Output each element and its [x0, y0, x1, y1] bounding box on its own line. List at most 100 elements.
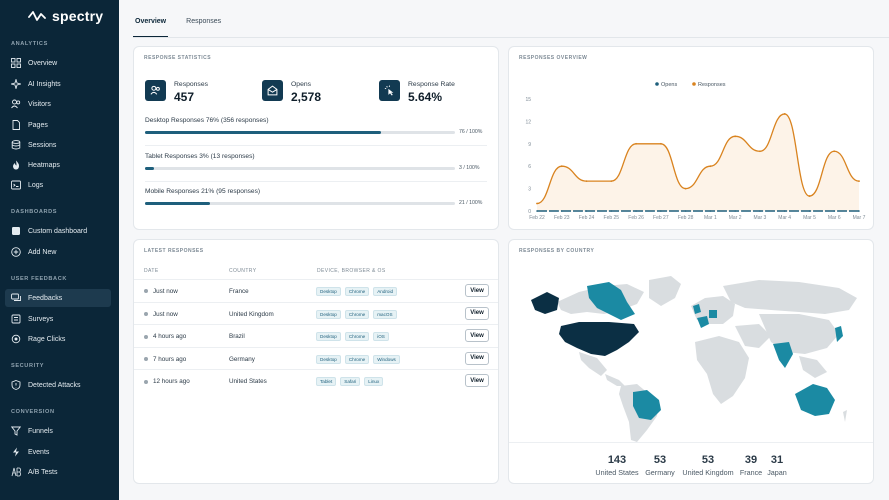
map-region-mexico [579, 352, 607, 376]
section-analytics: ANALYTICS [11, 41, 48, 47]
sidebar-item-visitors[interactable]: Visitors [5, 95, 111, 113]
terminal-icon [11, 180, 21, 190]
device-tag: Chrome [344, 287, 370, 296]
latest-responses-card: LATEST RESPONSES DATE COUNTRY DEVICE, BR… [133, 239, 499, 484]
stat-label: Opens [291, 81, 312, 88]
responses-point [610, 180, 613, 183]
row-date: 12 hours ago [144, 378, 190, 385]
device-tag: Android [373, 287, 398, 296]
progress-label: Tablet Responses 3% (13 responses) [145, 153, 255, 160]
tab-overview[interactable]: Overview [133, 11, 169, 37]
sidebar-item-label: Sessions [28, 141, 57, 149]
sidebar-item-custom-dashboard[interactable]: Custom dashboard [5, 222, 111, 240]
world-map [531, 276, 857, 442]
opens-point [684, 210, 687, 212]
opens-point [585, 210, 588, 212]
sidebar-item-pages[interactable]: Pages [5, 116, 111, 134]
responses-point [808, 195, 811, 197]
progress-label: Mobile Responses 21% (95 responses) [145, 188, 261, 195]
map-region-uk [693, 304, 701, 314]
row-tags: Desktop Chrome Android [316, 287, 398, 296]
sidebar-item-label: Pages [28, 121, 48, 129]
row-tags: Tablet Safari Linux [316, 377, 384, 387]
sidebar-item-sessions[interactable]: Sessions [5, 136, 111, 154]
table-row: Just now France Desktop Chrome Android Vie… [134, 279, 498, 301]
tab-bar: Overview Responses [133, 11, 223, 37]
map-region-southeast-asia [799, 356, 827, 378]
progress-value: 21 / 100% [459, 200, 483, 206]
sidebar-item-logs[interactable]: Logs [5, 176, 111, 194]
x-tick-label: Feb 26 [628, 215, 644, 221]
opens-point [660, 210, 662, 212]
y-tick-label: 0 [528, 209, 531, 215]
map-region-middle-east [735, 324, 771, 348]
device-tag: Windows [373, 354, 400, 364]
sidebar-item-label: Add New [28, 248, 57, 256]
country-name: United Kingdom [682, 468, 734, 477]
date-text: Just now [153, 288, 178, 295]
map-region-russia [723, 280, 857, 314]
column-header-country: COUNTRY [229, 268, 257, 274]
sidebar-item-overview[interactable]: Overview [5, 54, 111, 72]
date-text: 4 hours ago [153, 333, 187, 341]
row-country: France [229, 288, 249, 295]
column-header-device: DEVICE, BROWSER & OS [317, 268, 386, 274]
table-row: 7 hours ago Germany Desktop Chrome Windows… [134, 346, 498, 369]
progress-value: 3 / 100% [459, 165, 480, 171]
row-country: United States [229, 378, 267, 386]
legend-label: Responses [698, 82, 726, 88]
sidebar-item-events[interactable]: Events [5, 443, 111, 461]
y-tick-label: 3 [528, 187, 531, 193]
view-button[interactable]: View [465, 351, 489, 365]
progress-label: Desktop Responses 76% (356 responses) [145, 117, 269, 124]
view-button[interactable]: View [465, 374, 489, 388]
sidebar-item-label: A/B Tests [28, 468, 58, 476]
progress-fill [145, 131, 381, 134]
line-chart: Opens Responses 0 3 6 9 12 15 Feb 22 Feb 23 Feb 24… [525, 82, 866, 221]
chat-icon [11, 293, 21, 301]
device-tag: Desktop [316, 354, 341, 364]
legend-label: Opens [661, 82, 677, 88]
view-button[interactable]: View [465, 284, 489, 297]
status-dot [144, 357, 148, 362]
responses-area [537, 113, 859, 211]
view-button[interactable]: View [465, 329, 489, 343]
tab-responses[interactable]: Responses [186, 18, 222, 25]
sidebar-item-label: Visitors [28, 100, 51, 108]
bolt-icon [13, 447, 19, 457]
country-count: 31 [770, 454, 784, 466]
sidebar-item-ai-insights[interactable]: AI Insights [5, 75, 111, 93]
responses-point [833, 150, 836, 153]
opens-point [709, 210, 712, 212]
sidebar-item-label: Rage Clicks [28, 335, 66, 343]
rage-click-icon [11, 334, 21, 344]
progress-track [145, 167, 455, 170]
sidebar-item-add-new[interactable]: Add New [5, 243, 111, 261]
device-tag: Safari [340, 377, 361, 387]
x-tick-label: Mar 7 [853, 215, 866, 221]
app-logo[interactable]: spectry [28, 7, 103, 25]
country-count: 39 [744, 454, 758, 466]
sidebar-item-feedbacks[interactable]: Feedbacks [5, 289, 111, 307]
survey-icon [11, 314, 21, 324]
sidebar-item-surveys[interactable]: Surveys [5, 310, 111, 328]
sidebar-item-detected-attacks[interactable]: Detected Attacks [5, 376, 111, 394]
row-date: 7 hours ago [144, 356, 186, 363]
divider [145, 181, 487, 182]
section-security: SECURITY [11, 363, 45, 369]
country-stat-3: 53 United Kingdom [680, 454, 736, 477]
view-button[interactable]: View [465, 306, 489, 320]
sidebar-item-label: Surveys [28, 315, 54, 323]
sidebar-item-rage-clicks[interactable]: Rage Clicks [5, 330, 111, 348]
sidebar-item-label: Heatmaps [28, 161, 60, 169]
country-name: United States [595, 468, 639, 477]
users-icon [145, 80, 166, 101]
row-country: Brazil [229, 333, 245, 341]
sidebar-item-heatmaps[interactable]: Heatmaps [5, 156, 111, 174]
date-text: 7 hours ago [153, 355, 187, 363]
sidebar-item-ab-tests[interactable]: A/B Tests [5, 463, 111, 481]
sidebar-item-funnels[interactable]: Funnels [5, 422, 111, 440]
click-icon [379, 80, 400, 101]
map-region-asia [759, 314, 839, 354]
responses-point [709, 165, 712, 168]
